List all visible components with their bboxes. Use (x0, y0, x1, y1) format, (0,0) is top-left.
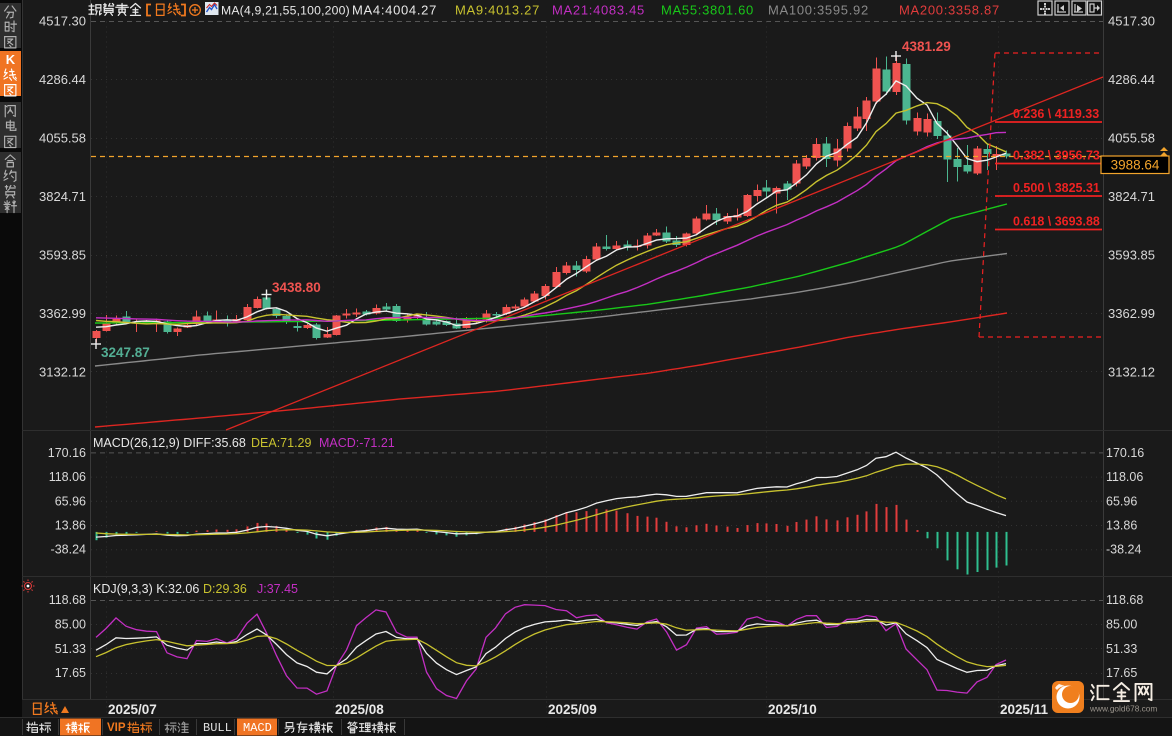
svg-text:MA200:3358.87: MA200:3358.87 (899, 3, 1000, 18)
svg-text:www.gold678.com: www.gold678.com (1089, 704, 1157, 714)
svg-text:2025/08: 2025/08 (335, 702, 384, 717)
svg-text:3824.71: 3824.71 (1108, 189, 1155, 204)
svg-text:170.16: 170.16 (48, 446, 86, 460)
svg-text:K: K (6, 52, 16, 67)
svg-text:0.500 \ 3825.31: 0.500 \ 3825.31 (1013, 181, 1100, 195)
svg-text:85.00: 85.00 (1106, 617, 1137, 631)
svg-text:4517.30: 4517.30 (39, 14, 86, 29)
svg-text:4381.29: 4381.29 (902, 39, 951, 54)
svg-text:J:37.45: J:37.45 (257, 582, 298, 596)
svg-text:3824.71: 3824.71 (39, 189, 86, 204)
svg-text:65.96: 65.96 (1106, 494, 1137, 508)
svg-text:0.618 \ 3693.88: 0.618 \ 3693.88 (1013, 215, 1100, 229)
svg-text:MACD: MACD (243, 721, 272, 735)
svg-text:0.236 \ 4119.33: 0.236 \ 4119.33 (1013, 107, 1099, 121)
svg-text:MA100:3595.92: MA100:3595.92 (768, 3, 869, 18)
svg-text:MA21:4083.45: MA21:4083.45 (552, 3, 645, 18)
svg-text:-38.24: -38.24 (1106, 543, 1141, 557)
svg-text:VIP: VIP (107, 722, 126, 734)
svg-text:13.86: 13.86 (55, 519, 86, 533)
svg-text:4286.44: 4286.44 (1108, 72, 1155, 87)
svg-text:170.16: 170.16 (1106, 446, 1144, 460)
svg-text:DEA:71.29: DEA:71.29 (251, 436, 312, 450)
svg-text:3593.85: 3593.85 (39, 248, 86, 263)
svg-text:KDJ(9,3,3) K:32.06: KDJ(9,3,3) K:32.06 (93, 582, 199, 596)
svg-text:17.65: 17.65 (55, 666, 86, 680)
svg-text:MA55:3801.60: MA55:3801.60 (661, 3, 754, 18)
svg-text:3132.12: 3132.12 (39, 364, 86, 379)
svg-text:D:29.36: D:29.36 (203, 582, 247, 596)
svg-text:3988.64: 3988.64 (1111, 158, 1160, 173)
svg-text:MA4:4004.27: MA4:4004.27 (352, 3, 437, 18)
svg-text:-38.24: -38.24 (51, 543, 86, 557)
svg-text:2025/10: 2025/10 (768, 702, 817, 717)
svg-text:17.65: 17.65 (1106, 666, 1137, 680)
svg-text:4517.30: 4517.30 (1108, 14, 1155, 29)
svg-text:3132.12: 3132.12 (1108, 364, 1155, 379)
svg-text:65.96: 65.96 (55, 494, 86, 508)
svg-text:118.68: 118.68 (1106, 593, 1143, 607)
svg-text:3438.80: 3438.80 (272, 280, 321, 295)
svg-text:2025/11: 2025/11 (1000, 702, 1049, 717)
svg-text:3362.99: 3362.99 (39, 306, 86, 321)
svg-text:118.06: 118.06 (49, 470, 86, 484)
svg-text:4055.58: 4055.58 (1108, 131, 1155, 146)
svg-text:3247.87: 3247.87 (101, 345, 150, 360)
svg-text:3362.99: 3362.99 (1108, 306, 1155, 321)
svg-text:MA9:4013.27: MA9:4013.27 (455, 3, 540, 18)
svg-text:51.33: 51.33 (55, 642, 86, 656)
svg-text:118.06: 118.06 (1106, 470, 1143, 484)
svg-text:85.00: 85.00 (55, 617, 86, 631)
svg-text:0.382 \ 3956.73: 0.382 \ 3956.73 (1013, 149, 1100, 163)
svg-text:4055.58: 4055.58 (39, 131, 86, 146)
svg-text:51.33: 51.33 (1106, 642, 1137, 656)
svg-text:MACD:-71.21: MACD:-71.21 (319, 436, 395, 450)
svg-text:2025/09: 2025/09 (548, 702, 597, 717)
svg-text:MA(4,9,21,55,100,200): MA(4,9,21,55,100,200) (221, 4, 350, 18)
svg-text:4286.44: 4286.44 (39, 72, 86, 87)
svg-text:BULL: BULL (203, 721, 232, 735)
svg-text:2025/07: 2025/07 (108, 702, 157, 717)
svg-text:MACD(26,12,9) DIFF:35.68: MACD(26,12,9) DIFF:35.68 (93, 436, 246, 450)
svg-text:118.68: 118.68 (49, 593, 86, 607)
svg-text:3593.85: 3593.85 (1108, 248, 1155, 263)
svg-text:13.86: 13.86 (1106, 519, 1137, 533)
